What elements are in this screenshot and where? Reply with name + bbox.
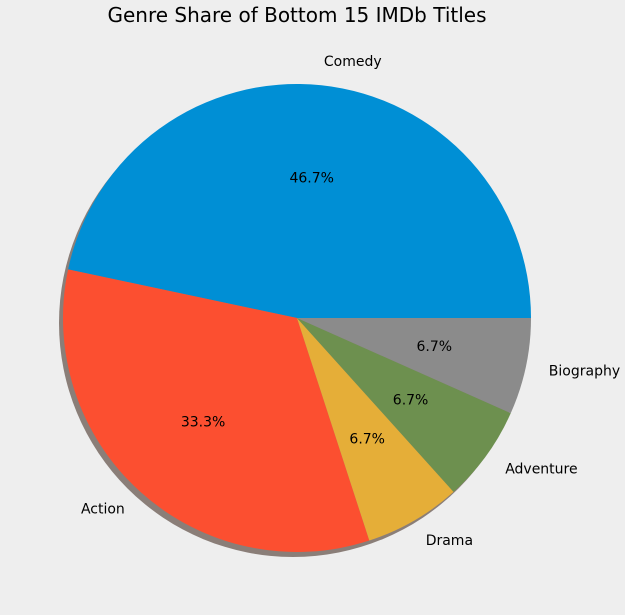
label-action: Action xyxy=(81,501,125,517)
pie-labels: Comedy 46.7% Action 33.3% Drama 6.7% Adventure… xyxy=(81,54,620,549)
slice-action xyxy=(62,269,370,553)
slice-biography xyxy=(297,318,531,414)
pct-action: 33.3% xyxy=(181,414,225,430)
pie-slices xyxy=(62,83,532,553)
pct-biography: 6.7% xyxy=(417,339,453,355)
chart-title: Genre Share of Bottom 15 IMDb Titles xyxy=(107,3,486,27)
label-adventure: Adventure xyxy=(505,461,577,477)
label-comedy: Comedy xyxy=(324,54,382,70)
slice-comedy xyxy=(68,83,532,318)
pct-comedy: 46.7% xyxy=(289,170,333,186)
label-biography: Biography xyxy=(549,364,620,380)
slice-adventure xyxy=(297,318,511,492)
pct-drama: 6.7% xyxy=(349,432,385,448)
label-drama: Drama xyxy=(426,533,473,549)
slice-drama xyxy=(297,318,454,541)
pct-adventure: 6.7% xyxy=(393,393,429,409)
